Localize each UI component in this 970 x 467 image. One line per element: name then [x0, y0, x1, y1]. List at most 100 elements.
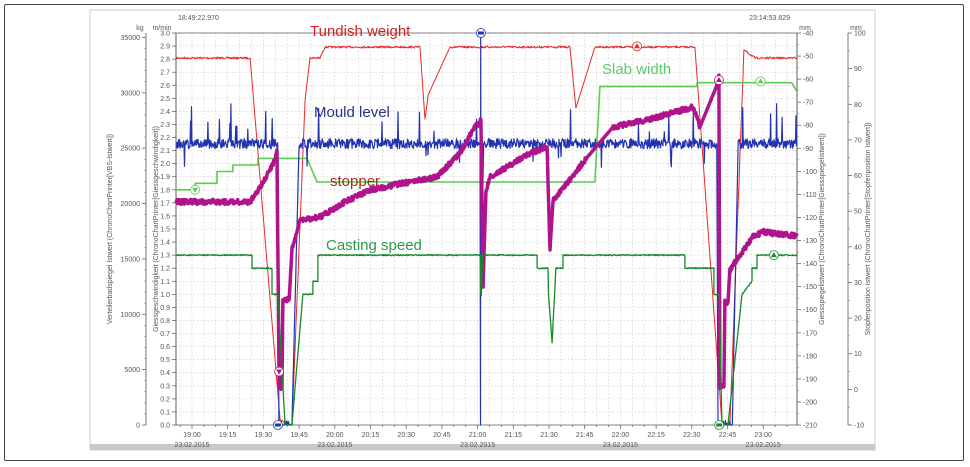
y-tick-label: 0.8 — [160, 318, 170, 325]
series-marker-slab[interactable] — [755, 76, 766, 87]
annotation-mould: Mould level — [314, 104, 390, 121]
marker-triangle-up — [634, 43, 641, 49]
x-tick-label: 19:30 — [255, 432, 273, 439]
x-tick-label: 20:30 — [397, 432, 415, 439]
y-tick-label: 50 — [854, 209, 862, 216]
horizontal-scrollbar[interactable] — [90, 444, 875, 450]
series-marker-speed[interactable] — [769, 250, 779, 261]
end-timestamp: 23:14:53.829 — [749, 15, 790, 22]
y-tick-label: -60 — [803, 77, 813, 84]
y-tick-label: 1.0 — [160, 292, 170, 299]
y-tick-label: 1.9 — [160, 174, 170, 181]
series-marker-speed[interactable] — [714, 420, 725, 430]
series-marker-slab[interactable] — [190, 184, 200, 195]
y-tick-label: 2.7 — [160, 70, 170, 77]
axis-title: Stopfenposition Istwert (ChronoChartPrin… — [865, 123, 872, 336]
y-tick-label: -70 — [803, 100, 813, 107]
x-tick-label: 22:00 — [612, 432, 630, 439]
marker-triangle-up — [770, 252, 777, 258]
y-tick-label: 70 — [854, 137, 862, 144]
y-tick-label: 2.9 — [160, 44, 170, 51]
x-date-label: 23.02.2015 — [460, 442, 495, 449]
y-tick-label: 0.5 — [160, 357, 170, 364]
y-axis-kg: 0 5000 10000 15000 20000 25000 30000 35000 kg Ver… — [107, 25, 147, 430]
annotation-tundish: Tundish weight — [310, 23, 411, 40]
y-tick-label: -100 — [803, 169, 817, 176]
y-tick-label: 0 — [854, 387, 858, 394]
y-tick-label: -90 — [803, 146, 813, 153]
y-tick-label: 1.7 — [160, 200, 170, 207]
y-tick-label: -40 — [803, 31, 813, 38]
annotation-speed: Casting speed — [326, 237, 422, 254]
y-tick-label: 30000 — [121, 90, 141, 97]
y-tick-label: 20000 — [121, 201, 141, 208]
y-tick-label: -160 — [803, 307, 817, 314]
y-tick-label: 1.4 — [160, 240, 170, 247]
y-tick-label: 35000 — [121, 35, 141, 42]
x-tick-label: 21:45 — [576, 432, 594, 439]
annotation-slab: Slab width — [602, 61, 671, 78]
y-tick-label: -120 — [803, 215, 817, 222]
series-marker-tundish[interactable] — [632, 41, 642, 52]
y-tick-label: 2.0 — [160, 161, 170, 168]
marker-bar — [274, 423, 281, 427]
x-tick-label: 22:45 — [719, 432, 737, 439]
series-marker-mould[interactable] — [273, 420, 283, 430]
y-tick-label: 80 — [854, 102, 862, 109]
start-timestamp: 18:49:22.970 — [178, 15, 219, 22]
y-tick-label: 100 — [854, 31, 866, 38]
y-tick-label: 0.1 — [160, 409, 170, 416]
axis-title: Giessgeschwindigkeit (ChronoChartPrinter… — [153, 126, 160, 332]
y-tick-label: -200 — [803, 399, 817, 406]
axis-unit: m/min — [152, 25, 171, 32]
x-date-label: 23.02.2015 — [174, 442, 209, 449]
y-axis-speed: 0.0 0.1 0.2 0.3 0.4 0.5 0.6 0.7 0.8 0.9 1.0 1.1 1.2 1… — [152, 25, 177, 430]
x-tick-label: 20:00 — [326, 432, 344, 439]
y-tick-label: 60 — [854, 173, 862, 180]
y-tick-label: 1.2 — [160, 266, 170, 273]
series-marker-mould[interactable] — [476, 28, 486, 38]
x-tick-label: 22:15 — [647, 432, 665, 439]
y-tick-label: -10 — [854, 423, 864, 430]
y-tick-label: 20 — [854, 316, 862, 323]
x-date-label: 23.02.2015 — [317, 442, 352, 449]
axis-title: Giessspiegelistwert (ChronoChartPrinter[… — [819, 133, 826, 325]
x-date-label: 23.02.2015 — [746, 442, 781, 449]
y-axis-mould: -210 -200 -190 -180 -170 -160 -150 -140 -130 -120… — [796, 25, 826, 430]
y-tick-label: 15000 — [121, 256, 141, 263]
y-tick-label: 40 — [854, 244, 862, 251]
series-marker-stopper[interactable] — [274, 366, 285, 377]
y-tick-label: 0.9 — [160, 305, 170, 312]
x-tick-label: 21:15 — [505, 432, 523, 439]
y-tick-label: -130 — [803, 238, 817, 245]
y-tick-label: 2.4 — [160, 109, 170, 116]
y-tick-label: 0.0 — [160, 423, 170, 430]
y-tick-label: -110 — [803, 192, 817, 199]
annotation-stopper: stopper — [330, 173, 380, 190]
x-tick-label: 21:30 — [540, 432, 558, 439]
y-tick-label: 1.5 — [160, 227, 170, 234]
x-tick-label: 19:15 — [219, 432, 237, 439]
y-tick-label: 0.4 — [160, 370, 170, 377]
y-tick-label: 1.3 — [160, 253, 170, 260]
y-tick-label: -140 — [803, 261, 817, 268]
axis-unit: mm — [799, 25, 811, 32]
series-marker-stopper[interactable] — [714, 75, 724, 85]
y-tick-label: 1.1 — [160, 279, 170, 286]
y-tick-label: 2.3 — [160, 122, 170, 129]
y-tick-label: 1.6 — [160, 213, 170, 220]
x-tick-label: 22:30 — [683, 432, 701, 439]
marker-bar — [477, 31, 484, 35]
x-tick-label: 20:15 — [362, 432, 380, 439]
y-tick-label: 2.6 — [160, 83, 170, 90]
marker-triangle-down — [192, 187, 199, 193]
marker-bar — [716, 423, 723, 427]
marker-triangle-down — [276, 369, 283, 375]
y-tick-label: -150 — [803, 284, 817, 291]
y-tick-label: 0.2 — [160, 396, 170, 403]
axis-unit: kg — [136, 25, 144, 32]
y-tick-label: 1.8 — [160, 187, 170, 194]
x-tick-label: 19:00 — [183, 432, 201, 439]
y-tick-label: 30 — [854, 280, 862, 287]
